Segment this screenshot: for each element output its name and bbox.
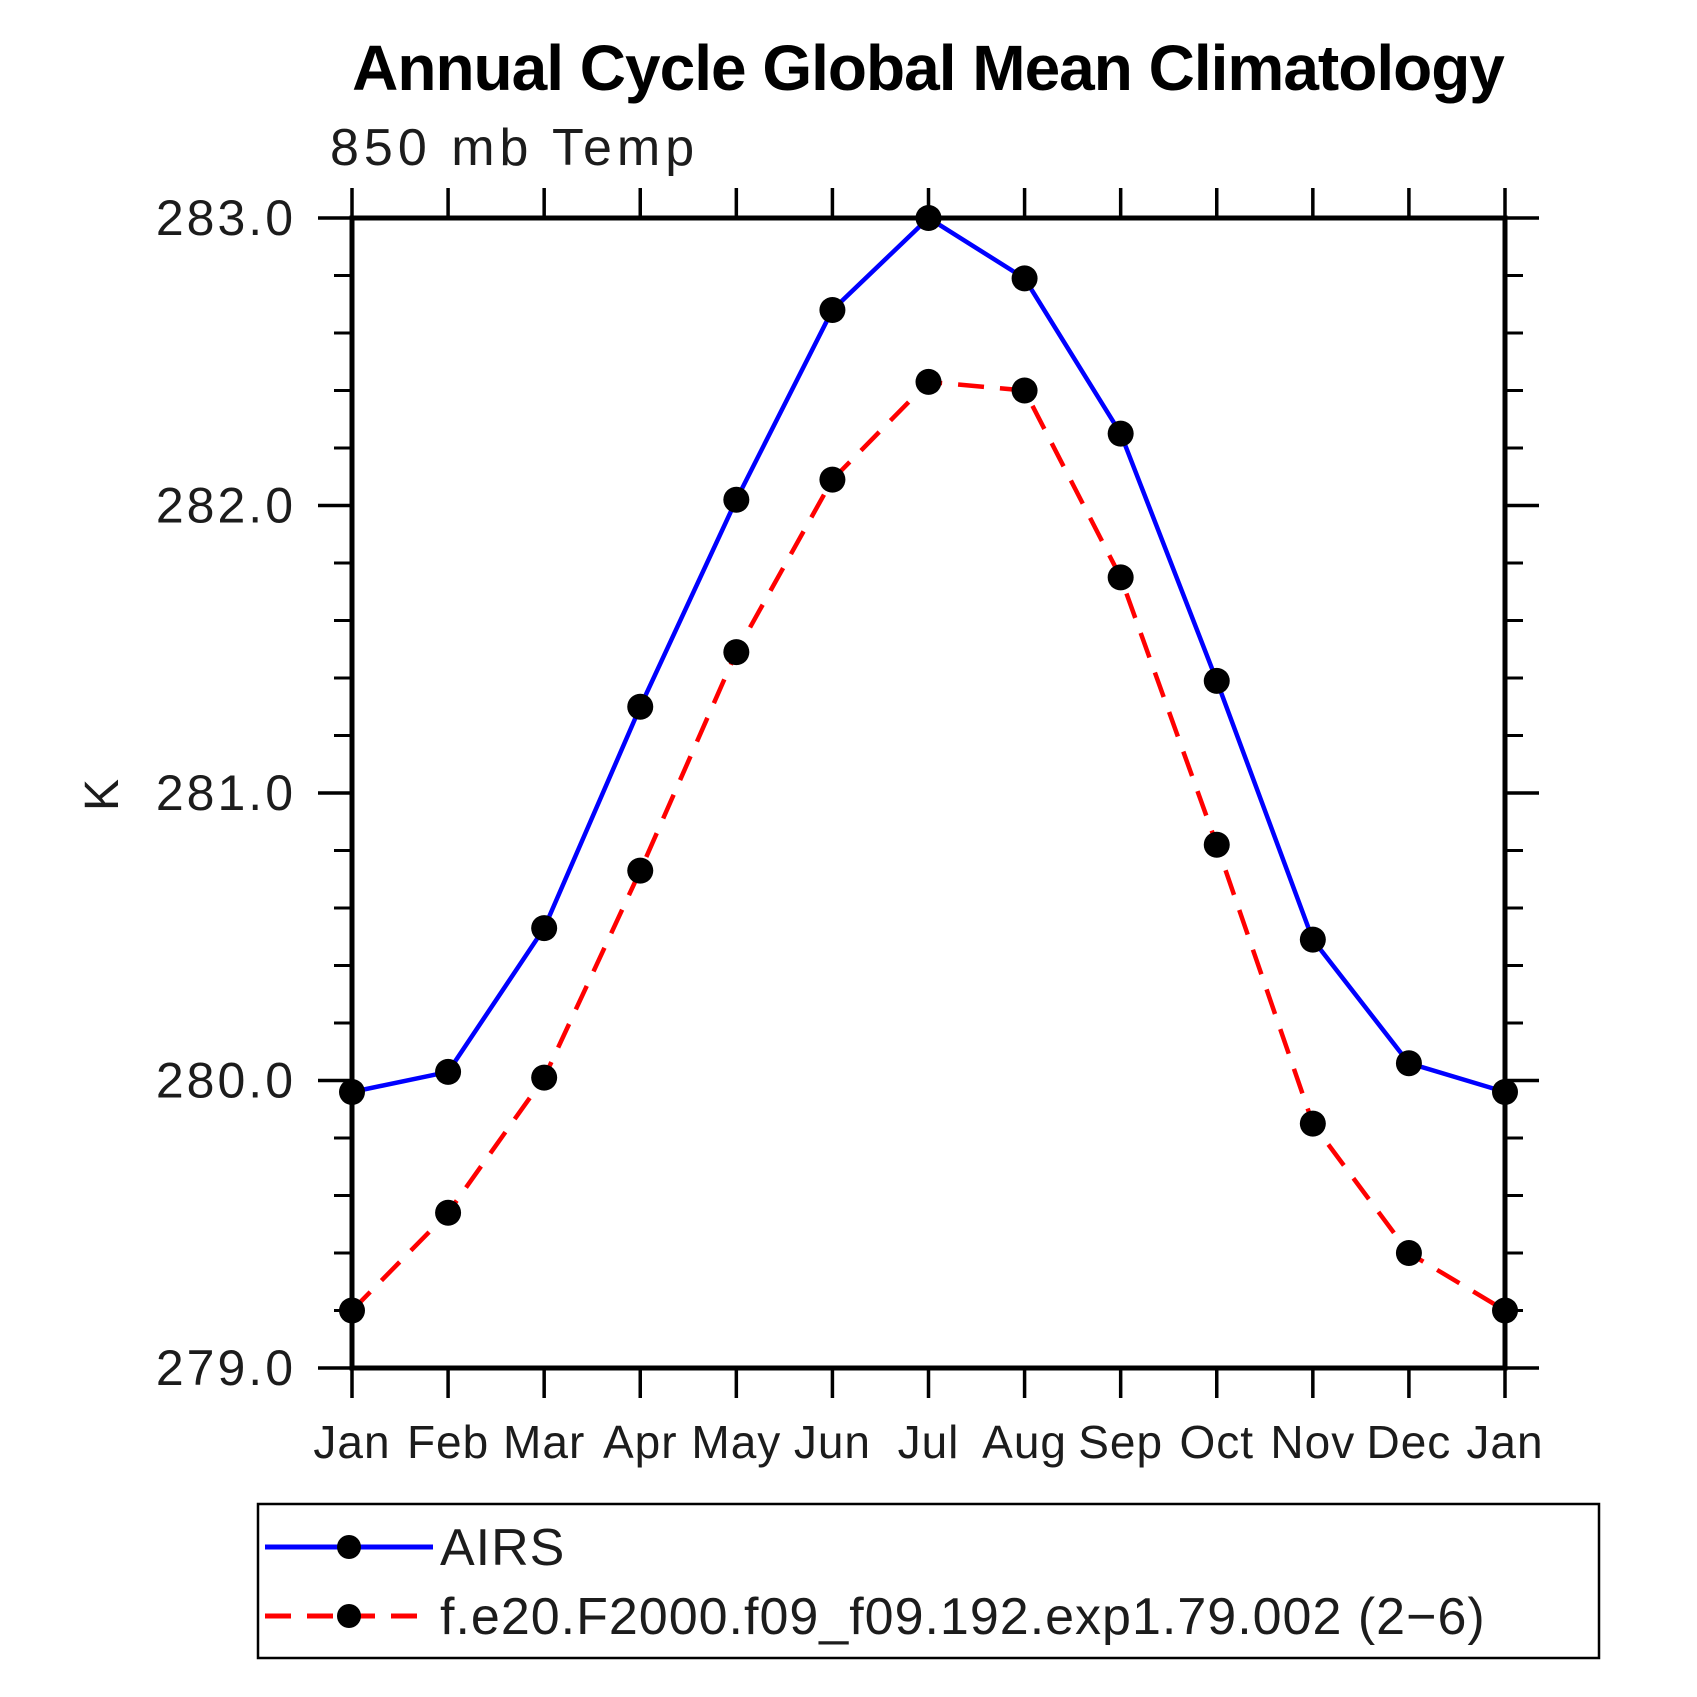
y-tick-label: 283.0 — [156, 190, 296, 246]
x-tick-label: Jun — [794, 1416, 871, 1468]
legend-marker-dot — [337, 1535, 361, 1559]
data-point — [339, 1297, 365, 1324]
series-markers-0 — [339, 205, 1518, 1105]
data-point — [1203, 831, 1230, 858]
data-point — [435, 1199, 462, 1226]
x-tick-label: Jan — [1466, 1416, 1543, 1468]
x-tick-label: Dec — [1367, 1416, 1452, 1468]
y-axis-label: K — [76, 777, 129, 811]
data-point — [1492, 1297, 1518, 1324]
y-tick-label: 280.0 — [156, 1053, 296, 1109]
y-tick-label: 279.0 — [156, 1340, 296, 1396]
axis-subtitle: 850 mb Temp — [330, 119, 699, 177]
data-point — [1299, 1110, 1326, 1137]
data-point — [1395, 1050, 1422, 1077]
plot-area: Jan Feb Mar Apr May Jun Jul Aug Sep Oct Nov Dec Jan 2… — [156, 188, 1543, 1468]
x-tick-labels: Jan Feb Mar Apr May Jun Jul Aug Sep Oct Nov Dec Jan — [313, 1416, 1543, 1468]
legend-box — [256, 1502, 1601, 1660]
data-point — [627, 857, 654, 884]
series-line-1 — [350, 379, 1507, 1313]
data-point — [1011, 265, 1038, 292]
y-tick-labels: 279.0 280.0 281.0 282.0 283.0 — [156, 190, 296, 1396]
legend: AIRS f.e20.F2000.f09_f09.192.exp1.79.002… — [256, 1502, 1601, 1660]
data-point — [339, 1079, 365, 1105]
legend-entry-airs: AIRS — [265, 1519, 565, 1577]
x-tick-label: Feb — [407, 1416, 489, 1468]
x-tick-label: Aug — [982, 1416, 1067, 1468]
legend-marker-dot — [337, 1604, 361, 1628]
data-point — [1107, 420, 1134, 447]
chart-title: Annual Cycle Global Mean Climatology — [352, 32, 1505, 104]
series-markers-1 — [339, 368, 1518, 1324]
data-point — [819, 466, 846, 493]
data-point — [915, 205, 942, 231]
legend-entry-model: f.e20.F2000.f09_f09.192.exp1.79.002 (2−6… — [265, 1588, 1486, 1646]
x-tick-label: Mar — [503, 1416, 585, 1468]
y-tick-label: 282.0 — [156, 478, 296, 534]
x-tick-label: Jan — [313, 1416, 390, 1468]
data-point — [1395, 1240, 1422, 1266]
y-tick-label: 281.0 — [156, 765, 296, 821]
legend-label-airs: AIRS — [440, 1519, 565, 1577]
x-tick-label: Apr — [603, 1416, 678, 1468]
data-point — [819, 297, 846, 323]
data-point — [1107, 564, 1134, 591]
data-point — [1011, 377, 1038, 404]
x-tick-label: Jul — [898, 1416, 960, 1468]
data-point — [531, 915, 558, 942]
data-point — [915, 368, 942, 395]
data-point — [1492, 1079, 1518, 1105]
legend-label-model: f.e20.F2000.f09_f09.192.exp1.79.002 (2−6… — [440, 1588, 1486, 1646]
x-tick-label: Nov — [1270, 1416, 1355, 1468]
data-point — [435, 1058, 462, 1085]
data-point — [1299, 926, 1326, 953]
data-point — [723, 639, 750, 666]
x-tick-label: Sep — [1078, 1416, 1163, 1468]
data-point — [627, 693, 654, 720]
x-tick-label: Oct — [1179, 1416, 1254, 1468]
data-point — [1203, 667, 1230, 694]
data-point — [531, 1064, 558, 1091]
x-tick-label: May — [691, 1416, 781, 1468]
series-line-0 — [351, 215, 1506, 1095]
data-point — [723, 486, 750, 513]
